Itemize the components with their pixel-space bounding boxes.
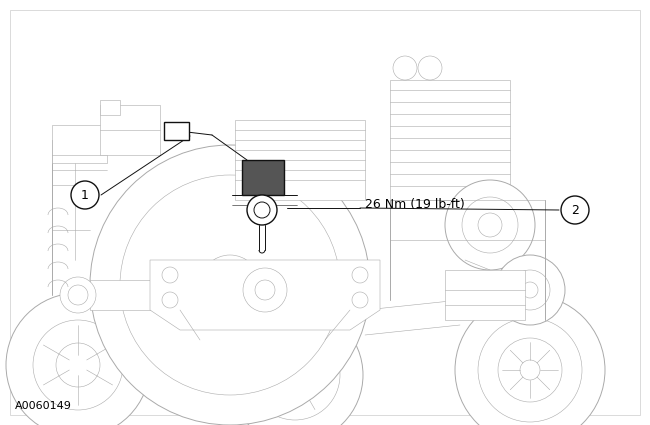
Circle shape xyxy=(250,330,340,420)
Circle shape xyxy=(520,360,540,380)
Circle shape xyxy=(352,267,368,283)
Bar xyxy=(445,270,525,320)
Circle shape xyxy=(254,202,270,218)
Circle shape xyxy=(522,282,538,298)
Circle shape xyxy=(478,213,502,237)
Bar xyxy=(235,120,365,200)
Circle shape xyxy=(478,318,582,422)
Circle shape xyxy=(287,367,303,383)
Polygon shape xyxy=(242,160,284,195)
Circle shape xyxy=(200,255,260,315)
Circle shape xyxy=(247,195,277,225)
Circle shape xyxy=(510,270,550,310)
Bar xyxy=(390,80,510,200)
Circle shape xyxy=(68,285,88,305)
Bar xyxy=(52,125,107,163)
Circle shape xyxy=(162,292,178,308)
Circle shape xyxy=(273,353,317,397)
Circle shape xyxy=(255,280,275,300)
Text: A0060149: A0060149 xyxy=(15,401,72,411)
Circle shape xyxy=(227,307,363,425)
Circle shape xyxy=(120,175,340,395)
Circle shape xyxy=(498,338,562,402)
Bar xyxy=(100,100,120,115)
Circle shape xyxy=(495,255,565,325)
Polygon shape xyxy=(150,260,380,330)
Text: 1: 1 xyxy=(81,189,89,201)
Circle shape xyxy=(60,277,96,313)
Bar xyxy=(100,105,160,155)
Circle shape xyxy=(6,293,150,425)
Circle shape xyxy=(455,295,605,425)
Circle shape xyxy=(393,56,417,80)
Circle shape xyxy=(352,292,368,308)
Bar xyxy=(164,122,189,140)
Bar xyxy=(90,280,370,310)
Circle shape xyxy=(90,145,370,425)
Circle shape xyxy=(33,320,123,410)
Circle shape xyxy=(462,197,518,253)
Circle shape xyxy=(243,268,287,312)
Text: 2: 2 xyxy=(571,204,579,216)
Circle shape xyxy=(445,180,535,270)
Circle shape xyxy=(418,56,442,80)
Circle shape xyxy=(56,343,100,387)
Circle shape xyxy=(561,196,589,224)
Text: 26 Nm (19 lb-ft): 26 Nm (19 lb-ft) xyxy=(365,198,465,210)
Circle shape xyxy=(468,293,492,317)
Circle shape xyxy=(71,181,99,209)
Circle shape xyxy=(162,267,178,283)
